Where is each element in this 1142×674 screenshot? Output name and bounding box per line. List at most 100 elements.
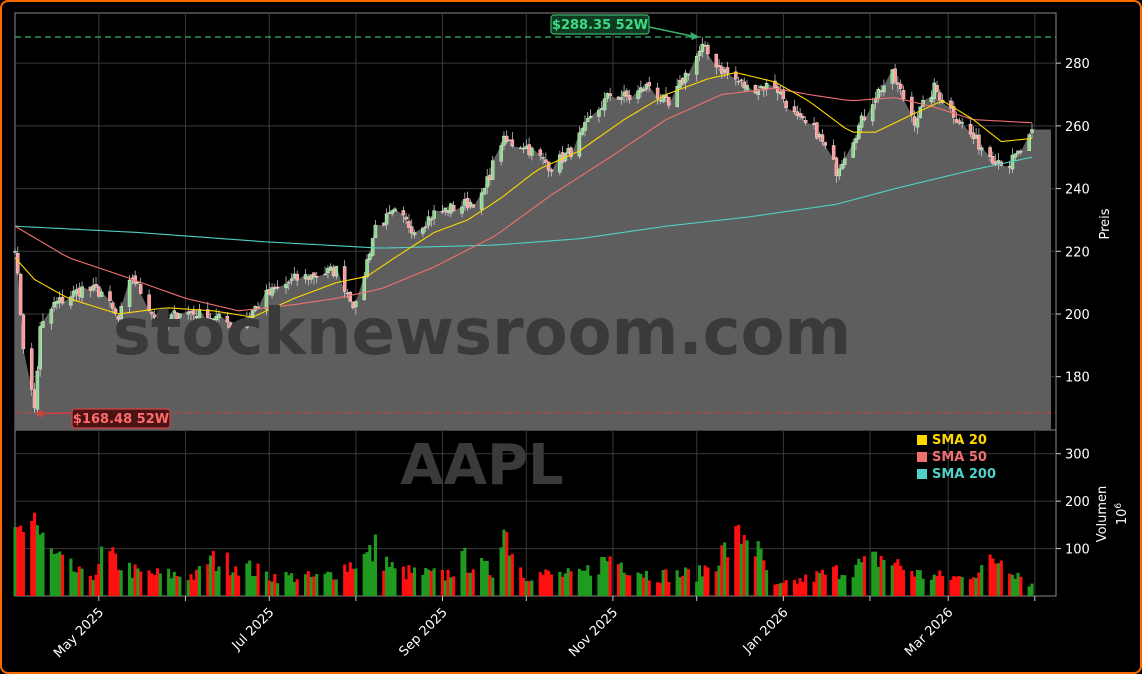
volume-bar bbox=[977, 572, 981, 596]
volume-bar bbox=[197, 566, 201, 596]
volume-bar bbox=[217, 566, 221, 596]
volume-bar bbox=[720, 545, 724, 596]
volume-bar bbox=[365, 552, 369, 596]
volume-bar bbox=[315, 574, 319, 596]
volume-bar bbox=[896, 559, 900, 596]
volume-bar bbox=[873, 551, 878, 596]
volume-bar bbox=[329, 572, 333, 596]
candle-body bbox=[619, 97, 624, 100]
candle-body bbox=[1019, 150, 1023, 153]
volume-bar bbox=[918, 570, 922, 596]
volume-bar bbox=[295, 579, 299, 596]
volume-bar bbox=[823, 574, 827, 596]
candle-body bbox=[831, 145, 836, 160]
candle-body bbox=[938, 92, 942, 101]
volume-bar bbox=[929, 579, 933, 596]
volume-bar bbox=[784, 580, 788, 596]
candle-body bbox=[491, 160, 495, 180]
candle-body bbox=[440, 210, 445, 213]
volume-bar bbox=[971, 577, 975, 596]
volume-bar bbox=[404, 579, 408, 596]
volume-bar bbox=[410, 572, 414, 596]
candle-body bbox=[700, 43, 705, 53]
volume-bar bbox=[94, 574, 98, 596]
volume-bar bbox=[544, 569, 548, 596]
volume-bar bbox=[480, 558, 484, 596]
volume-bar bbox=[387, 566, 391, 596]
legend-swatch bbox=[917, 435, 927, 445]
candle-body bbox=[256, 306, 260, 309]
candle-body bbox=[641, 88, 646, 91]
volume-bar bbox=[734, 526, 738, 596]
volume-bar bbox=[588, 575, 593, 596]
volume-bar bbox=[348, 562, 352, 596]
legend: SMA 20 SMA 50 SMA 200 bbox=[917, 433, 996, 482]
legend-label: SMA 200 bbox=[932, 467, 996, 482]
sma-lines bbox=[14, 72, 1033, 318]
volume-bar bbox=[812, 581, 816, 596]
candle-body bbox=[289, 278, 294, 281]
candle-body bbox=[287, 281, 291, 284]
volume-bar bbox=[580, 570, 584, 596]
volume-bar bbox=[686, 569, 690, 596]
volume-bar bbox=[541, 574, 545, 596]
volume-bar bbox=[287, 575, 291, 596]
volume-bar bbox=[468, 572, 472, 596]
candle-body bbox=[627, 95, 632, 100]
volume-axis-label: Volumen bbox=[1095, 486, 1110, 543]
volume-bar bbox=[558, 571, 562, 596]
candle-body bbox=[108, 291, 112, 302]
candle-body bbox=[706, 44, 710, 55]
candle-body bbox=[896, 82, 900, 85]
volume-bar bbox=[778, 583, 783, 596]
candle-body bbox=[228, 322, 232, 328]
candle-body bbox=[172, 310, 177, 314]
candle-body bbox=[873, 98, 878, 103]
high-52w-label: $288.35 52W bbox=[552, 18, 648, 33]
volume-bar bbox=[466, 572, 470, 596]
candle-body bbox=[1027, 134, 1031, 151]
candle-body bbox=[541, 157, 545, 159]
high-52w-arrow bbox=[648, 26, 697, 38]
candle-body bbox=[21, 314, 26, 350]
volume-bar bbox=[507, 555, 512, 596]
candle-body bbox=[655, 87, 660, 99]
volume-tick-label: 200 bbox=[1065, 495, 1090, 510]
volume-bar bbox=[326, 571, 330, 596]
candle-body bbox=[544, 159, 548, 163]
candle-body bbox=[80, 286, 84, 298]
volume-bar bbox=[996, 563, 1001, 596]
candle-body bbox=[384, 213, 389, 225]
volume-bar bbox=[273, 574, 277, 596]
candle-body bbox=[38, 326, 42, 370]
candle-body bbox=[245, 317, 249, 328]
candle-body bbox=[370, 238, 375, 256]
volume-bar bbox=[175, 575, 179, 596]
volume-bar bbox=[440, 570, 445, 596]
volume-bar bbox=[393, 568, 397, 596]
candle-body bbox=[840, 164, 844, 170]
volume-bar bbox=[667, 582, 671, 596]
candle-body bbox=[41, 321, 45, 328]
volume-bar bbox=[773, 584, 777, 596]
volume-bar bbox=[228, 575, 232, 596]
candle-body bbox=[952, 106, 956, 118]
volume-bar bbox=[186, 580, 190, 596]
x-axis-ticks: May 2025 Jul 2025 Sep 2025 Nov 2025 Jan 2026… bbox=[51, 596, 1036, 661]
y-axis-ticks: 180 200 220 240 260 280 100 200 300 bbox=[1056, 57, 1090, 558]
candle-body bbox=[929, 96, 934, 103]
candle-body bbox=[52, 302, 56, 308]
volume-bar bbox=[119, 570, 123, 596]
candle-body bbox=[683, 72, 688, 83]
candle-body bbox=[499, 145, 503, 162]
candle-body bbox=[960, 122, 964, 124]
time-tick-label: Jul 2025 bbox=[229, 605, 278, 654]
volume-bar bbox=[488, 575, 492, 596]
volume-bar bbox=[429, 570, 433, 596]
volume-bar bbox=[683, 567, 688, 596]
volume-bar bbox=[798, 578, 802, 596]
candle-body bbox=[365, 259, 369, 277]
volume-bar bbox=[756, 541, 760, 596]
candle-body bbox=[275, 286, 280, 289]
high-52w-box bbox=[550, 14, 650, 35]
